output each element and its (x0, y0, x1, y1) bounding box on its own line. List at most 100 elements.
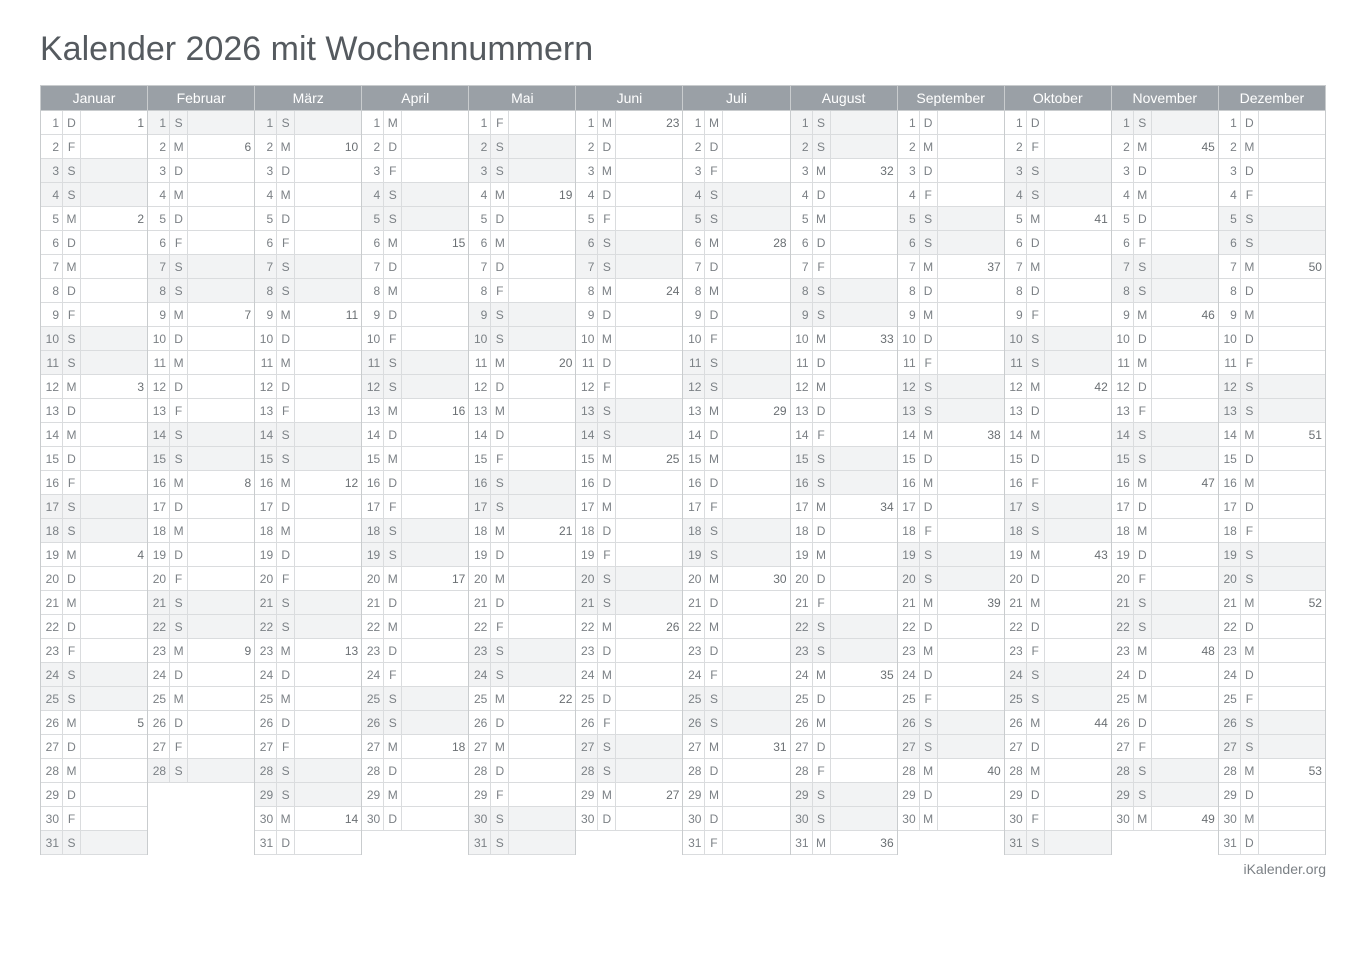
day-row: 30M49 (1112, 807, 1218, 831)
day-number: 8 (1005, 279, 1027, 302)
day-of-week: D (920, 159, 938, 182)
day-number: 2 (148, 135, 170, 158)
week-number: 49 (1196, 807, 1218, 830)
week-number (1089, 279, 1111, 302)
day-row: 31F (683, 831, 789, 855)
day-of-week: S (1027, 519, 1045, 542)
week-number (125, 183, 147, 206)
day-number: 20 (255, 567, 277, 590)
day-number: 19 (683, 543, 705, 566)
week-number (1196, 399, 1218, 422)
day-number: 13 (41, 399, 63, 422)
day-number: 30 (362, 807, 384, 830)
day-number: 31 (469, 831, 491, 854)
day-of-week: D (813, 519, 831, 542)
week-number (875, 447, 897, 470)
day-row: 14M51 (1219, 423, 1325, 447)
day-row: 22M26 (576, 615, 682, 639)
day-row: 12S (898, 375, 1004, 399)
day-number: 27 (1219, 735, 1241, 758)
day-row: 11S (41, 351, 147, 375)
day-number: 20 (791, 567, 813, 590)
day-number: 19 (41, 543, 63, 566)
day-of-week: M (1027, 759, 1045, 782)
day-number: 7 (1005, 255, 1027, 278)
day-of-week: D (705, 639, 723, 662)
day-of-week: D (598, 687, 616, 710)
week-number (768, 279, 790, 302)
week-number: 21 (553, 519, 575, 542)
week-number (1196, 567, 1218, 590)
day-number: 12 (469, 375, 491, 398)
week-number (339, 327, 361, 350)
day-of-week: F (920, 687, 938, 710)
day-number: 15 (898, 447, 920, 470)
day-number: 7 (791, 255, 813, 278)
day-number: 16 (1005, 471, 1027, 494)
day-row: 26M44 (1005, 711, 1111, 735)
day-number: 2 (1005, 135, 1027, 158)
day-row: 11D (791, 351, 897, 375)
day-of-week: S (1134, 423, 1152, 446)
day-of-week: M (1134, 183, 1152, 206)
day-of-week: D (598, 351, 616, 374)
week-number (982, 231, 1004, 254)
week-number (982, 351, 1004, 374)
day-number: 19 (576, 543, 598, 566)
day-row: 6F (255, 231, 361, 255)
week-number (125, 159, 147, 182)
day-number: 12 (791, 375, 813, 398)
day-of-week: M (598, 615, 616, 638)
day-row: 10D (1112, 327, 1218, 351)
day-row: 14M (41, 423, 147, 447)
day-number: 9 (255, 303, 277, 326)
day-row: 9S (791, 303, 897, 327)
day-row: 13M29 (683, 399, 789, 423)
day-number: 31 (1219, 831, 1241, 854)
day-of-week: D (170, 159, 188, 182)
day-row: 25D (791, 687, 897, 711)
day-number: 28 (148, 759, 170, 782)
day-row: 1S (1112, 111, 1218, 135)
day-of-week: M (705, 111, 723, 134)
calendar-grid: Januar1D12F3S4S5M26D7M8D9F10S11S12M313D1… (40, 85, 1326, 855)
day-number: 17 (148, 495, 170, 518)
week-number (660, 591, 682, 614)
week-number (125, 135, 147, 158)
day-number: 15 (576, 447, 598, 470)
day-of-week: D (813, 567, 831, 590)
week-number (232, 615, 254, 638)
week-number (1196, 327, 1218, 350)
day-row: 27M (469, 735, 575, 759)
week-number (446, 447, 468, 470)
day-row: 3D (1219, 159, 1325, 183)
day-of-week: D (598, 183, 616, 206)
week-number (982, 615, 1004, 638)
week-number (446, 807, 468, 830)
week-number (339, 663, 361, 686)
day-number: 24 (1005, 663, 1027, 686)
day-of-week: S (813, 447, 831, 470)
day-of-week: S (63, 831, 81, 854)
week-number (982, 735, 1004, 758)
week-number (232, 279, 254, 302)
day-number: 9 (148, 303, 170, 326)
day-of-week: M (1134, 351, 1152, 374)
week-number (1303, 183, 1325, 206)
day-number: 23 (1219, 639, 1241, 662)
day-row: 12S (683, 375, 789, 399)
week-number (768, 543, 790, 566)
day-row: 15D (1005, 447, 1111, 471)
day-row: 22S (148, 615, 254, 639)
day-of-week: M (813, 207, 831, 230)
week-number (768, 663, 790, 686)
day-number: 5 (255, 207, 277, 230)
day-of-week: M (705, 231, 723, 254)
day-number: 25 (1219, 687, 1241, 710)
day-of-week: F (384, 327, 402, 350)
day-row: 2M6 (148, 135, 254, 159)
day-of-week: F (63, 807, 81, 830)
week-number (232, 519, 254, 542)
day-of-week: D (813, 735, 831, 758)
week-number (1303, 279, 1325, 302)
